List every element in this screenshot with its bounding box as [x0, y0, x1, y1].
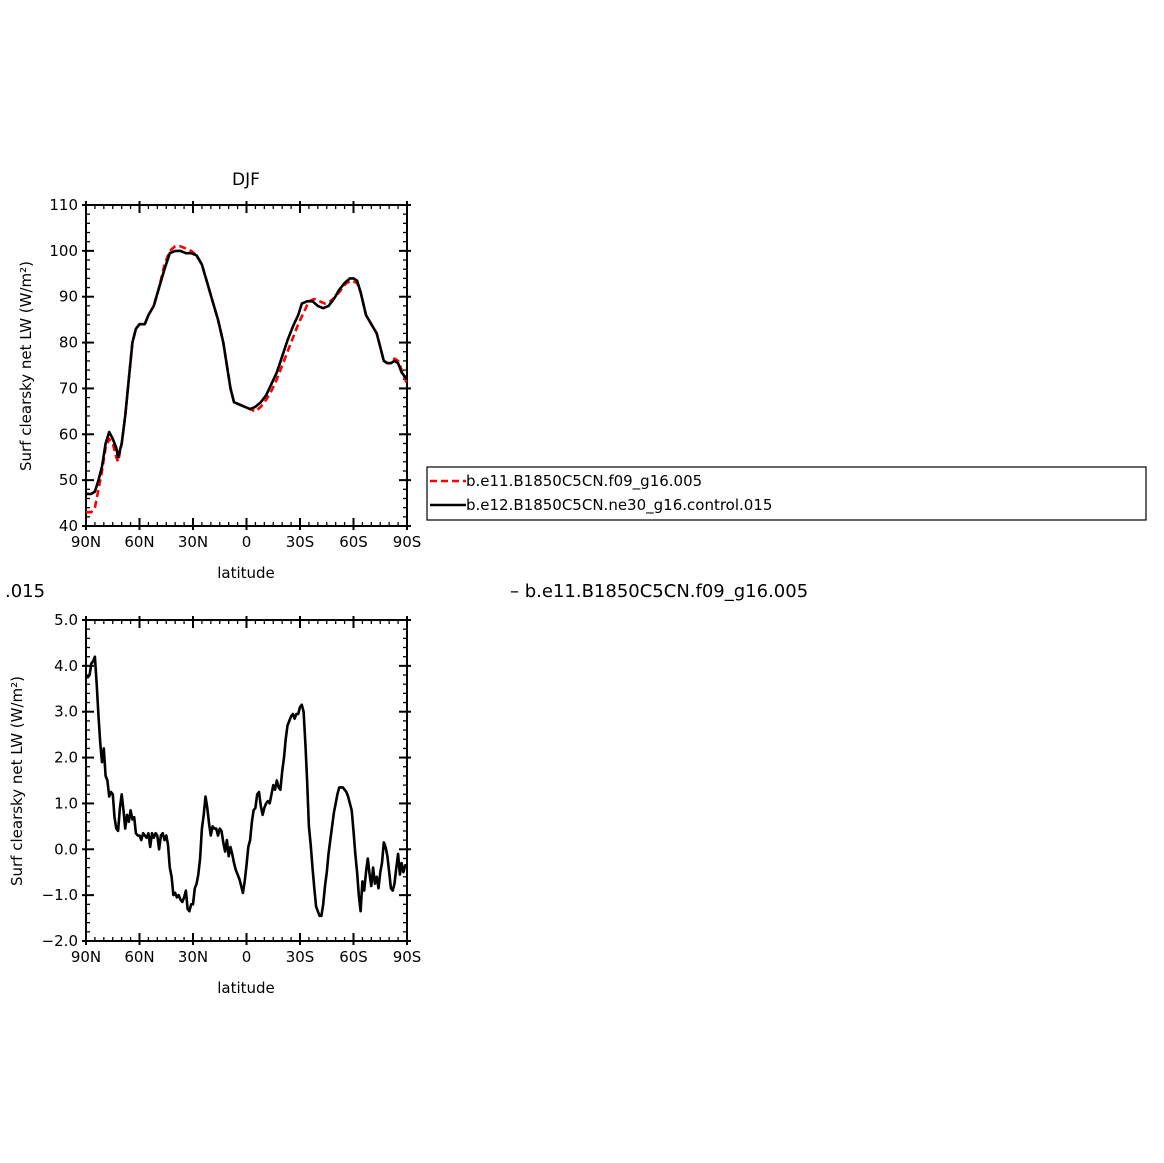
panel-bottom-title-fragment-right: – b.e11.B1850C5CN.f09_g16.005: [510, 581, 808, 602]
panel-top-x-tick-label: 60S: [339, 533, 368, 551]
panel-bottom-y-tick-label: 4.0: [54, 657, 78, 675]
panel-top-ylabel: Surf clearsky net LW (W/m²): [17, 261, 35, 471]
panel-bottom-title-fragment-left: .015: [5, 581, 45, 602]
panel-bottom-y-tick-label: −2.0: [42, 932, 78, 950]
panel-top-x-tick-label: 90N: [71, 533, 101, 551]
panel-bottom-y-tick-label: 5.0: [54, 611, 78, 629]
panel-bottom-y-tick-label: 1.0: [54, 794, 78, 812]
panel-top-title: DJF: [232, 170, 260, 190]
panel-bottom-y-tick-label: 0.0: [54, 840, 78, 858]
panel-bottom-plot: 90N 60N 30N 0 30S 60S 90S −2.0 −1.0 0.0 1.0 2.0 3.0 4…: [42, 611, 422, 966]
panel-top-x-tick-label: 30N: [178, 533, 208, 551]
panel-top-y-tick-label: 70: [59, 379, 78, 397]
panel-top-x-tick-label: 30S: [286, 533, 315, 551]
panel-bottom-xlabel: latitude: [217, 979, 275, 997]
panel-bottom-x-tick-label: 0: [242, 948, 252, 966]
panel-top-x-tick-label: 0: [242, 533, 252, 551]
panel-top-series-line-2: [86, 249, 409, 496]
panel-bottom-series-line-1: [84, 655, 409, 918]
panel-top-y-tick-label: 50: [59, 471, 78, 489]
panel-top-y-tick-label: 40: [59, 517, 78, 535]
panel-top-x-tick-label: 60N: [124, 533, 154, 551]
panel-top-y-tick-label: 110: [49, 196, 78, 214]
panel-bottom-x-tick-label: 90S: [393, 948, 422, 966]
panel-bottom-y-tick-label: 2.0: [54, 749, 78, 767]
panel-bottom-x-tick-label: 60N: [124, 948, 154, 966]
panel-bottom-x-tick-label: 30N: [178, 948, 208, 966]
panel-top-plot: 90N 60N 30N 0 30S 60S 90S 40 50 60 70 80 90 100 110: [49, 196, 421, 551]
panel-bottom-y-tick-label: −1.0: [42, 886, 78, 904]
panel-bottom-x-tick-label: 60S: [339, 948, 368, 966]
panel-top-xlabel: latitude: [217, 564, 275, 582]
panel-bottom: 90N 60N 30N 0 30S 60S 90S −2.0 −1.0 0.0 1.0 2.0 3.0 4…: [8, 611, 421, 997]
panel-top-x-tick-label: 90S: [393, 533, 422, 551]
legend: b.e11.B1850C5CN.f09_g16.005 b.e12.B1850C…: [426, 466, 1147, 521]
panel-top-y-tick-label: 60: [59, 425, 78, 443]
panel-bottom-x-tick-label: 90N: [71, 948, 101, 966]
panel-top-y-tick-label: 100: [49, 242, 78, 260]
panel-bottom-y-tick-label: 3.0: [54, 703, 78, 721]
panel-bottom-ylabel: Surf clearsky net LW (W/m²): [8, 676, 26, 886]
legend-label-series-2: b.e12.B1850C5CN.ne30_g16.control.015: [466, 496, 772, 515]
legend-label-series-1: b.e11.B1850C5CN.f09_g16.005: [466, 472, 702, 491]
panel-top-y-tick-label: 90: [59, 288, 78, 306]
panel-bottom-x-tick-label: 30S: [286, 948, 315, 966]
legend-box: [426, 466, 1147, 521]
panel-top: DJF 90N 60N 30N 0 30S 60S 90S 40 50 60 70 80 90 100 11…: [17, 170, 421, 582]
panel-top-y-tick-label: 80: [59, 334, 78, 352]
